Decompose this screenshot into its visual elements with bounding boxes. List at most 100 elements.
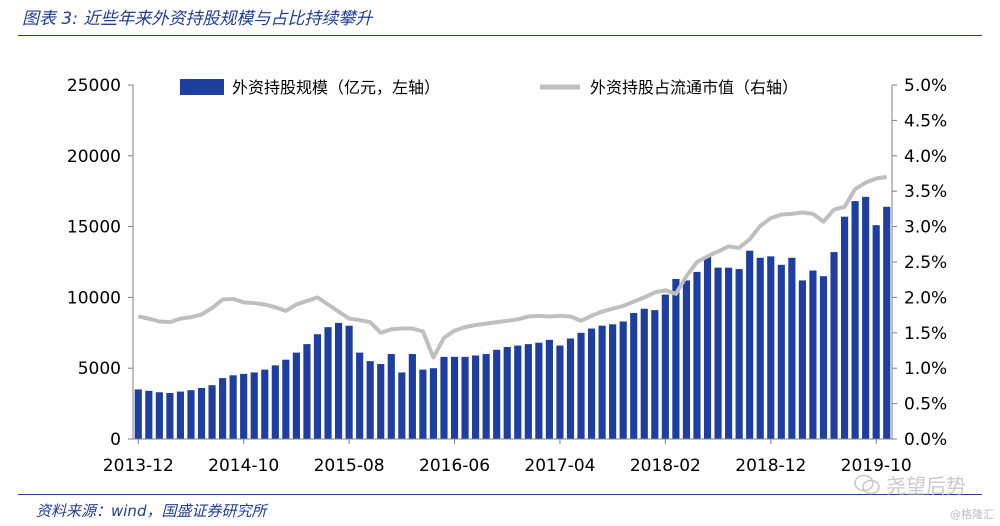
right-tick-label: 4.5%: [904, 111, 947, 131]
wechat-icon: [854, 474, 880, 494]
bar: [598, 325, 606, 439]
x-tick-label: 2016-06: [419, 456, 490, 476]
bar: [672, 278, 680, 439]
bar: [219, 378, 227, 439]
bar: [282, 359, 290, 439]
bar: [630, 312, 638, 439]
bar: [819, 276, 828, 439]
bar: [166, 392, 174, 439]
bar-series: [134, 196, 891, 439]
right-tick-label: 3.5%: [904, 182, 947, 202]
bar: [840, 216, 849, 439]
bar: [345, 325, 353, 439]
bar: [134, 389, 142, 439]
bar: [461, 356, 469, 439]
bar: [155, 392, 163, 439]
bottom-rule: [18, 494, 982, 495]
bar: [145, 390, 153, 439]
share-line: [137, 175, 887, 360]
right-tick-label: 2.5%: [904, 253, 947, 273]
bar: [324, 327, 332, 439]
bar: [682, 280, 691, 439]
bar: [493, 349, 501, 439]
bar: [482, 354, 490, 439]
bar: [545, 339, 553, 439]
bar: [746, 250, 754, 439]
bar: [777, 264, 785, 439]
watermark-small-text: @格隆汇: [950, 508, 994, 521]
bar: [851, 201, 859, 439]
bar: [661, 294, 669, 439]
bar: [377, 363, 385, 439]
bar: [830, 252, 838, 439]
bar: [334, 322, 343, 439]
bar: [788, 257, 796, 439]
bar: [725, 267, 733, 439]
bar: [429, 368, 438, 439]
right-tick-label: 4.0%: [904, 147, 947, 167]
x-tick-label: 2019-10: [841, 456, 912, 476]
bar: [197, 388, 206, 439]
left-axis-ticks: 0 5000 10000 15000 20000 25000: [67, 76, 133, 450]
bar: [229, 375, 237, 439]
bar: [809, 270, 817, 439]
bar: [651, 310, 659, 439]
legend-bar-swatch: [180, 79, 224, 95]
bar: [303, 344, 311, 439]
bar: [756, 257, 764, 439]
bar: [619, 321, 627, 439]
bar: [176, 391, 185, 439]
bar: [292, 352, 300, 439]
bar: [872, 225, 880, 439]
source-note: 资料来源：wind，国盛证券研究所: [36, 502, 267, 520]
figure-title: 图表 3: 近些年来外资持股规模与占比持续攀升: [22, 9, 373, 29]
left-tick-label: 10000: [67, 288, 121, 308]
right-tick-label: 0.0%: [904, 430, 947, 450]
right-tick-label: 0.5%: [904, 395, 947, 415]
x-tick-label: 2015-08: [314, 456, 385, 476]
bar: [408, 354, 416, 439]
watermark: 尧望后势: [854, 470, 966, 499]
bar: [693, 271, 701, 439]
top-rule: [18, 35, 982, 36]
x-axis-ticks: 2013-12 2014-10 2015-08 2016-06 2017-04 2018-…: [103, 439, 912, 476]
bar: [514, 345, 522, 439]
left-tick-label: 25000: [67, 76, 121, 96]
x-tick-label: 2018-02: [630, 456, 701, 476]
x-tick-label: 2017-04: [524, 456, 595, 476]
right-tick-label: 3.0%: [904, 218, 947, 238]
bar: [703, 256, 712, 439]
bar: [503, 346, 511, 439]
chart: 0 5000 10000 15000 20000 25000 0.0% 0.5% 1.0% 1.…: [67, 76, 947, 476]
bar: [187, 390, 195, 439]
bar: [419, 369, 427, 439]
right-tick-label: 1.5%: [904, 324, 947, 344]
bar: [609, 324, 617, 439]
bar: [524, 344, 532, 439]
bar: [735, 269, 743, 439]
watermark-text: 尧望后势: [886, 474, 966, 498]
bar: [587, 328, 596, 439]
bar: [556, 345, 564, 439]
x-tick-label: 2018-12: [735, 456, 806, 476]
left-tick-label: 5000: [78, 359, 121, 379]
bar: [535, 342, 543, 439]
bar: [261, 369, 269, 439]
bar: [767, 256, 775, 439]
bar: [440, 356, 448, 439]
bar: [356, 352, 364, 439]
bar: [240, 373, 248, 439]
bar: [366, 361, 374, 439]
x-tick-label: 2013-12: [103, 456, 174, 476]
bar: [577, 332, 585, 439]
bar: [387, 354, 395, 439]
legend: 外资持股规模（亿元，左轴） 外资持股占流通市值（右轴）: [180, 78, 798, 97]
bar: [862, 196, 870, 439]
bar: [450, 356, 459, 439]
bar: [472, 355, 480, 439]
right-axis-ticks: 0.0% 0.5% 1.0% 1.5% 2.0% 2.5% 3.0% 3.5% 4.0% 4.5%…: [892, 76, 947, 450]
right-tick-label: 1.0%: [904, 359, 947, 379]
bar: [798, 280, 806, 439]
bar: [398, 372, 406, 439]
bar: [883, 206, 891, 439]
